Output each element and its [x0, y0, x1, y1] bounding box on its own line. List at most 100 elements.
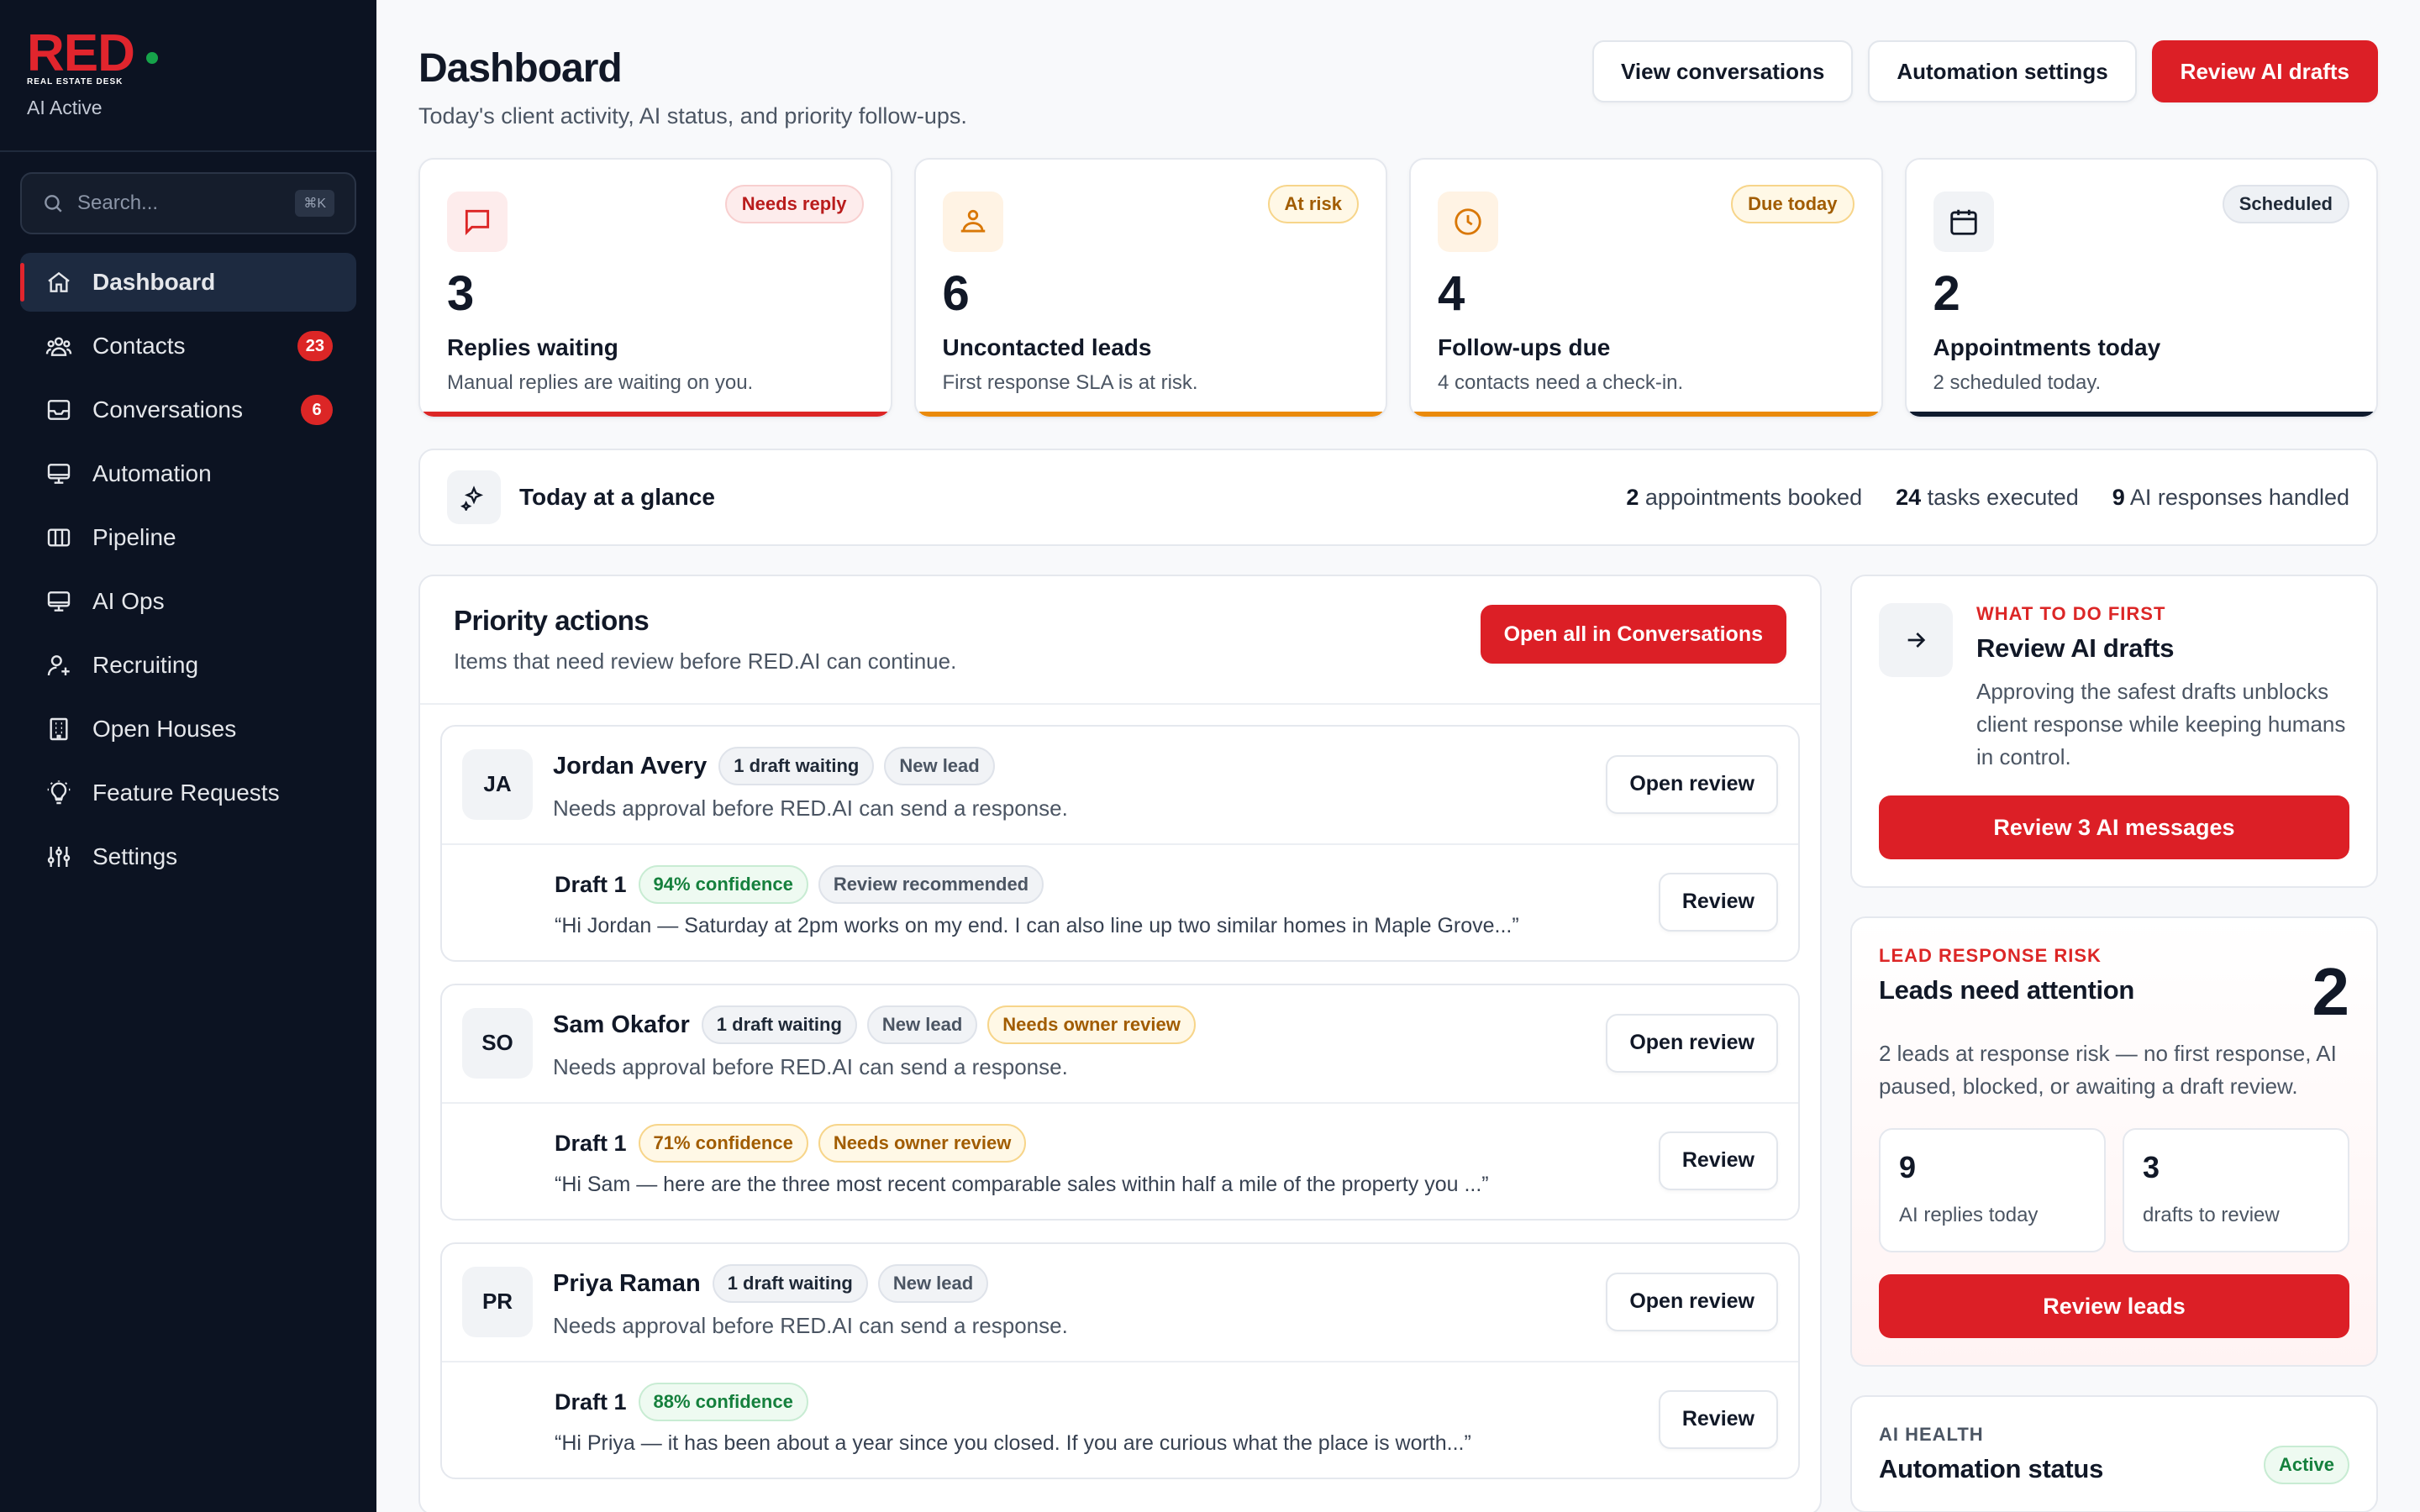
contact-name: Sam Okafor: [553, 1011, 690, 1038]
stat-accent-bar: [915, 412, 1386, 417]
arrow-right-icon: [1879, 603, 1953, 677]
sidebar: RED REAL ESTATE DESK AI Active ⌘K Dashbo…: [0, 0, 376, 1512]
draft-waiting-tag: 1 draft waiting: [701, 1005, 857, 1044]
stat-description: 2 scheduled today.: [1933, 371, 2102, 394]
search-input[interactable]: [77, 192, 296, 215]
search-box[interactable]: ⌘K: [20, 172, 356, 234]
sliders-icon: [44, 842, 74, 872]
open-all-conversations-button[interactable]: Open all in Conversations: [1480, 605, 1786, 664]
calendar-icon: [1933, 192, 1994, 252]
stat-label: Appointments today: [1933, 334, 2161, 360]
mini-stat-ai-replies: 9 AI replies today: [1879, 1128, 2106, 1252]
sidebar-item-label: Conversations: [92, 396, 243, 423]
draft-preview: “Hi Sam — here are the three most recent…: [555, 1173, 1489, 1196]
automation-settings-button[interactable]: Automation settings: [1868, 40, 2137, 102]
message-icon: [447, 192, 508, 252]
draft-waiting-tag: 1 draft waiting: [718, 747, 875, 785]
draft-row: Draft 1 71% confidence Needs owner revie…: [442, 1104, 1798, 1219]
new-lead-tag: New lead: [866, 1005, 978, 1044]
sidebar-item-contacts[interactable]: Contacts 23: [20, 317, 356, 375]
conversations-count-badge: 6: [301, 395, 333, 425]
brand: RED REAL ESTATE DESK AI Active: [0, 0, 376, 152]
logo-text: RED: [27, 24, 135, 82]
status-dot-icon: [145, 52, 158, 64]
draft-waiting-tag: 1 draft waiting: [712, 1264, 868, 1303]
glance-title: Today at a glance: [519, 484, 715, 510]
sidebar-item-feature-requests[interactable]: Feature Requests: [20, 764, 356, 822]
sidebar-item-automation[interactable]: Automation: [20, 444, 356, 503]
stat-label: Replies waiting: [447, 334, 618, 360]
stat-description: 4 contacts need a check-in.: [1438, 371, 1684, 394]
sidebar-item-conversations[interactable]: Conversations 6: [20, 381, 356, 439]
stat-card-uncontacted[interactable]: At risk 6 Uncontacted leads First respon…: [913, 158, 1387, 418]
stat-value: 3: [447, 266, 475, 321]
draft-title: Draft 1: [555, 871, 627, 897]
ai-health-card: AI HEALTH Automation status Active: [1850, 1395, 2378, 1512]
stat-card-replies[interactable]: Needs reply 3 Replies waiting Manual rep…: [418, 158, 892, 418]
card-eyebrow: AI HEALTH: [1879, 1424, 1984, 1445]
draft-preview: “Hi Priya — it has been about a year sin…: [555, 1431, 1471, 1455]
stat-cards: Needs reply 3 Replies waiting Manual rep…: [418, 158, 2378, 418]
mini-stat-drafts: 3 drafts to review: [2123, 1128, 2349, 1252]
right-column: WHAT TO DO FIRST Review AI drafts Approv…: [1850, 575, 2378, 1512]
draft-row: Draft 1 94% confidence Review recommende…: [442, 845, 1798, 960]
logo[interactable]: RED REAL ESTATE DESK: [27, 24, 135, 87]
stat-accent-bar: [420, 412, 891, 417]
review-button[interactable]: Review: [1658, 1131, 1778, 1190]
status-badge: At risk: [1267, 185, 1359, 223]
search-icon: [45, 195, 62, 213]
avatar: PR: [462, 1266, 533, 1337]
page-subtitle: Today's client activity, AI status, and …: [418, 103, 967, 129]
stat-accent-bar: [1411, 412, 1881, 417]
sidebar-item-label: Recruiting: [92, 652, 199, 678]
card-description: 2 leads at response risk — no first resp…: [1879, 1041, 2337, 1099]
new-lead-tag: New lead: [877, 1264, 989, 1303]
view-conversations-button[interactable]: View conversations: [1592, 40, 1854, 102]
review-ai-messages-button[interactable]: Review 3 AI messages: [1879, 795, 2349, 859]
lightbulb-icon: [44, 778, 74, 808]
draft-row: Draft 1 88% confidence “Hi Priya — it ha…: [442, 1362, 1798, 1478]
sidebar-item-dashboard[interactable]: Dashboard: [20, 253, 356, 312]
building-icon: [44, 714, 74, 744]
risk-count: 2: [2312, 954, 2350, 1029]
card-title: Leads need attention: [1879, 975, 2135, 1005]
sidebar-item-label: Feature Requests: [92, 780, 280, 806]
draft-title: Draft 1: [555, 1130, 627, 1156]
open-review-button[interactable]: Open review: [1606, 1272, 1778, 1331]
sidebar-item-ai-ops[interactable]: AI Ops: [20, 572, 356, 631]
stat-card-appointments[interactable]: Scheduled 2 Appointments today 2 schedul…: [1904, 158, 2378, 418]
sidebar-item-label: Open Houses: [92, 716, 237, 742]
review-leads-button[interactable]: Review leads: [1879, 1274, 2349, 1338]
stat-card-followups[interactable]: Due today 4 Follow-ups due 4 contacts ne…: [1409, 158, 1883, 418]
sidebar-item-label: AI Ops: [92, 588, 165, 614]
review-button[interactable]: Review: [1658, 872, 1778, 932]
header-actions: View conversations Automation settings R…: [1592, 40, 2378, 102]
user-plus-icon: [44, 650, 74, 680]
glance-stat-appointments: 2 appointments booked: [1626, 484, 1863, 510]
status-badge: Needs reply: [724, 185, 864, 223]
priority-item: SO Sam Okafor 1 draft waiting New lead N…: [440, 984, 1800, 1221]
sidebar-item-recruiting[interactable]: Recruiting: [20, 636, 356, 695]
status-badge: Due today: [1731, 185, 1854, 223]
stat-label: Uncontacted leads: [942, 334, 1152, 360]
search-shortcut: ⌘K: [295, 190, 334, 217]
priority-title: Priority actions: [454, 605, 650, 636]
glance-stat-tasks: 24 tasks executed: [1896, 484, 2079, 510]
review-ai-drafts-button[interactable]: Review AI drafts: [2151, 40, 2378, 102]
open-review-button[interactable]: Open review: [1606, 1013, 1778, 1073]
sidebar-item-pipeline[interactable]: Pipeline: [20, 508, 356, 567]
sidebar-item-settings[interactable]: Settings: [20, 827, 356, 886]
sidebar-item-label: Settings: [92, 843, 178, 869]
review-button[interactable]: Review: [1658, 1389, 1778, 1449]
draft-title: Draft 1: [555, 1389, 627, 1415]
priority-item: JA Jordan Avery 1 draft waiting New lead…: [440, 725, 1800, 962]
item-description: Needs approval before RED.AI can send a …: [553, 1054, 1068, 1079]
confidence-tag: 71% confidence: [638, 1124, 808, 1163]
contact-name: Priya Raman: [553, 1269, 701, 1297]
open-review-button[interactable]: Open review: [1606, 754, 1778, 814]
card-title: Review AI drafts: [1976, 633, 2175, 663]
stat-label: Follow-ups due: [1438, 334, 1611, 360]
priority-subtitle: Items that need review before RED.AI can…: [454, 648, 957, 674]
sidebar-item-label: Pipeline: [92, 524, 176, 550]
sidebar-item-open-houses[interactable]: Open Houses: [20, 700, 356, 759]
